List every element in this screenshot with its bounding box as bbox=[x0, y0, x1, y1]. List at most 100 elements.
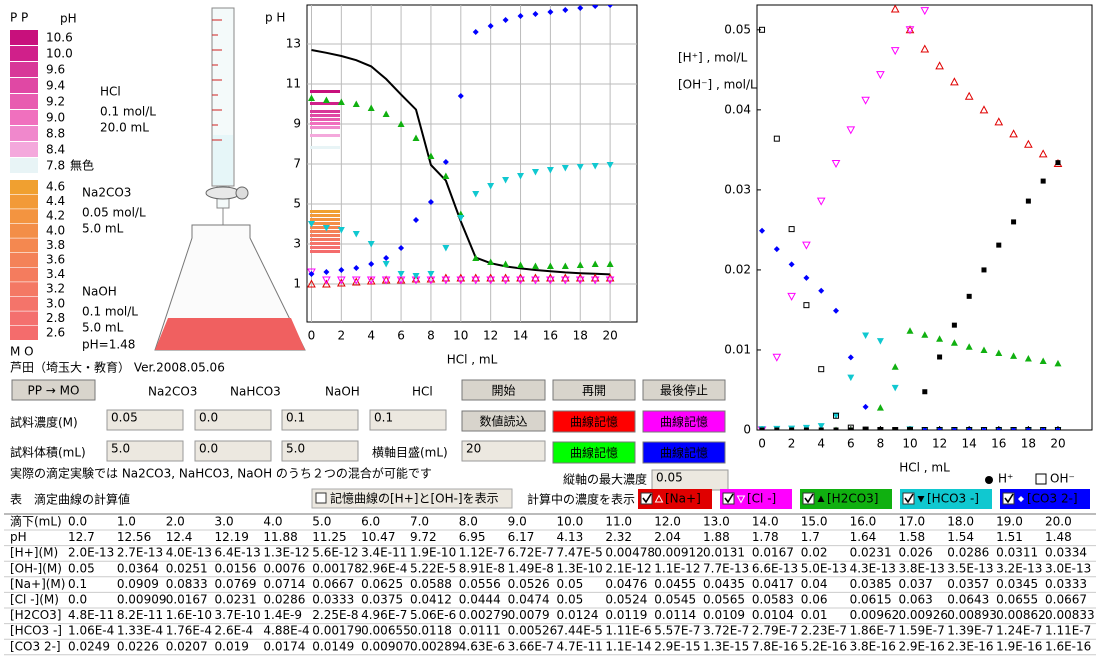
x-axis-title: HCl , mL bbox=[899, 461, 950, 475]
legend-box[interactable] bbox=[638, 489, 712, 509]
table-cell: 5.06E-6 bbox=[410, 608, 456, 622]
text-input[interactable] bbox=[194, 409, 272, 431]
button[interactable] bbox=[11, 379, 96, 401]
marker bbox=[1010, 427, 1017, 430]
marker bbox=[937, 354, 943, 360]
table-cell: 1.3E-10 bbox=[557, 561, 603, 575]
marker bbox=[965, 343, 973, 350]
button[interactable] bbox=[642, 410, 726, 433]
legend-box[interactable] bbox=[800, 489, 892, 509]
marker bbox=[802, 241, 811, 250]
marker bbox=[862, 403, 869, 410]
table-cell: 8.0 bbox=[459, 515, 478, 529]
color-swatch bbox=[10, 282, 38, 297]
color-swatch bbox=[10, 142, 38, 157]
checkbox[interactable] bbox=[640, 492, 653, 505]
checkbox[interactable] bbox=[722, 492, 735, 505]
row-header: [CO3 2-] bbox=[10, 639, 61, 653]
button-label: PP → MO bbox=[28, 384, 80, 398]
checkbox[interactable] bbox=[1002, 492, 1015, 505]
table-cell: 1.6E-16 bbox=[1045, 639, 1091, 653]
button[interactable] bbox=[461, 410, 546, 432]
button[interactable] bbox=[642, 379, 726, 401]
checkbox-field[interactable] bbox=[311, 488, 513, 509]
swatch-label: 4.4 bbox=[46, 194, 65, 208]
marker bbox=[1040, 427, 1047, 430]
text-input[interactable] bbox=[281, 440, 359, 462]
marker bbox=[966, 427, 973, 430]
legend-box[interactable] bbox=[900, 489, 992, 509]
text-input[interactable] bbox=[194, 440, 272, 462]
legend-marker bbox=[917, 496, 925, 503]
table-cell: 9.0 bbox=[508, 515, 527, 529]
legend-label: [Na+] bbox=[665, 492, 701, 506]
table-cell: 0.0124 bbox=[557, 608, 599, 622]
swatch-label: 8.4 bbox=[46, 143, 65, 157]
table-cell: 7.44E-5 bbox=[557, 624, 603, 638]
checkbox[interactable] bbox=[802, 492, 815, 505]
table-cell: 0.00179 bbox=[312, 624, 362, 638]
button[interactable] bbox=[552, 379, 636, 401]
button[interactable] bbox=[642, 441, 726, 464]
color-swatch bbox=[10, 78, 38, 93]
checkbox[interactable] bbox=[902, 492, 915, 505]
table-cell: 17.0 bbox=[898, 515, 925, 529]
button[interactable] bbox=[552, 441, 636, 464]
table-cell: 3.8E-16 bbox=[850, 639, 896, 653]
y-tick-label: 1 bbox=[293, 277, 301, 291]
marker bbox=[382, 110, 390, 117]
legend-box[interactable] bbox=[720, 489, 792, 509]
table-cell: 0.0226 bbox=[117, 639, 159, 653]
table-cell: 0.0076 bbox=[263, 561, 305, 575]
marker bbox=[877, 426, 884, 430]
field-label: 試料体積(mL) bbox=[10, 445, 86, 460]
sample-conc: 0.05 mol/L bbox=[82, 206, 146, 220]
swatch-label: 9.2 bbox=[46, 95, 65, 109]
table-cell: 1.1E-12 bbox=[654, 561, 700, 575]
table-cell: 0.0334 bbox=[1045, 546, 1087, 560]
check-mark bbox=[642, 493, 652, 504]
marker bbox=[996, 242, 1002, 248]
table-cell: 1.59E-7 bbox=[898, 624, 944, 638]
marker bbox=[546, 167, 554, 174]
table-cell: 2.0E-13 bbox=[68, 546, 114, 560]
table-cell: 3.5E-13 bbox=[947, 561, 993, 575]
table-cell: 9.72 bbox=[410, 530, 437, 544]
table-cell: 15.0 bbox=[801, 515, 828, 529]
table-cell: 0.0 bbox=[68, 515, 87, 529]
text-input[interactable] bbox=[369, 409, 447, 431]
checkbox[interactable] bbox=[315, 492, 327, 504]
marker bbox=[922, 389, 928, 395]
marker bbox=[531, 273, 540, 282]
y-tick-label: 9 bbox=[293, 117, 301, 131]
marker bbox=[759, 427, 765, 430]
text-input[interactable] bbox=[106, 440, 184, 462]
swatch-label: 3.8 bbox=[46, 238, 65, 252]
text-input[interactable] bbox=[106, 409, 184, 431]
marker bbox=[920, 7, 930, 16]
indicator-stripe bbox=[310, 114, 340, 117]
button[interactable] bbox=[461, 379, 546, 401]
marker bbox=[818, 287, 825, 294]
swatch-label: 7.8 bbox=[46, 159, 65, 173]
text-input[interactable] bbox=[281, 409, 359, 431]
marker bbox=[833, 412, 840, 419]
marker bbox=[847, 424, 854, 430]
marker bbox=[981, 267, 987, 273]
table-cell: 0.00862 bbox=[996, 608, 1046, 622]
button[interactable] bbox=[552, 410, 636, 433]
table-cell: 1.0 bbox=[117, 515, 136, 529]
table-cell: 0.00478 bbox=[605, 546, 655, 560]
text-input[interactable] bbox=[461, 440, 546, 462]
marker bbox=[1054, 427, 1061, 430]
column-label: HCl bbox=[412, 385, 433, 399]
legend-box[interactable] bbox=[1000, 489, 1090, 509]
sample-name: NaOH bbox=[82, 285, 117, 299]
marker bbox=[862, 332, 870, 340]
table-cell: 0.0079 bbox=[508, 608, 550, 622]
legend-marker bbox=[1018, 496, 1024, 502]
table-cell: 4.63E-6 bbox=[459, 639, 505, 653]
marker bbox=[848, 427, 854, 430]
table-cell: 11.88 bbox=[263, 530, 297, 544]
